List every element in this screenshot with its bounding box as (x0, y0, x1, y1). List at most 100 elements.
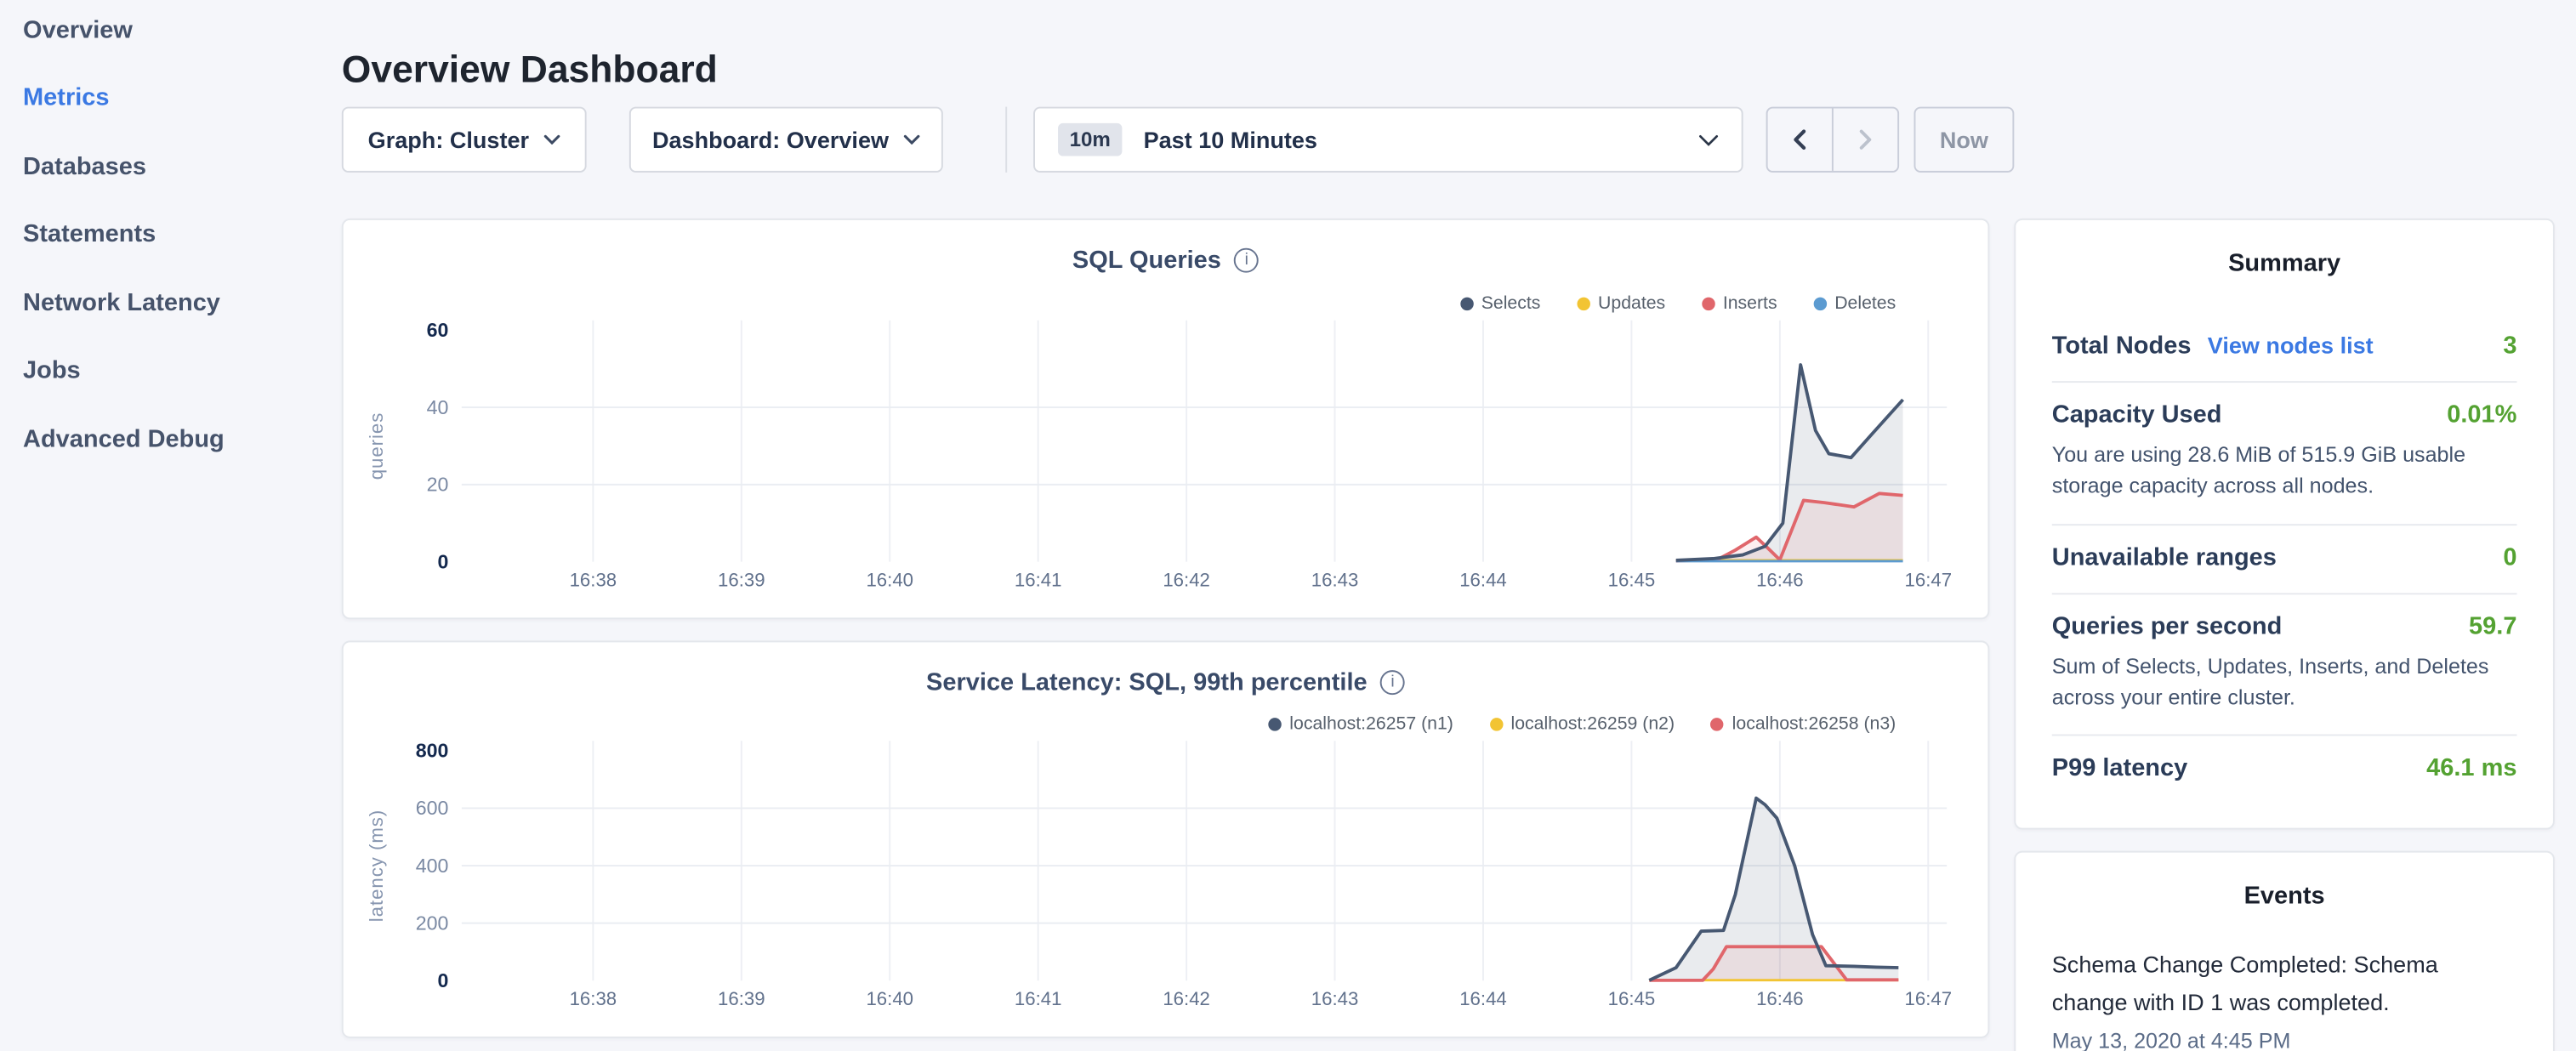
dashboard-dropdown[interactable]: Dashboard: Overview (628, 106, 943, 173)
series-area-Inserts (1675, 493, 1903, 562)
svg-text:16:40: 16:40 (866, 570, 913, 591)
chart-title: SQL Queries (1072, 246, 1221, 275)
page-title: Overview Dashboard (341, 48, 718, 92)
summary-value: 46.1 ms (2426, 754, 2517, 783)
graph-dropdown-label: Graph: Cluster (367, 126, 530, 153)
summary-label: P99 latency (2051, 754, 2188, 783)
legend-item: Deletes (1813, 294, 1896, 314)
chart-legend: localhost:26257 (n1) localhost:26259 (n2)… (1268, 714, 1896, 734)
legend-label: Selects (1481, 293, 1541, 314)
event-item: Schema Change Completed: Schema change w… (2051, 951, 2438, 1016)
svg-text:16:43: 16:43 (1311, 570, 1359, 591)
service-latency-chart-card: Service Latency: SQL, 99th percentile lo… (341, 640, 1990, 1038)
svg-text:16:46: 16:46 (1756, 570, 1804, 591)
dashboard-dropdown-label: Dashboard: Overview (651, 126, 890, 153)
summary-label: Total Nodes (2051, 332, 2192, 361)
legend-dot-icon (1813, 297, 1827, 311)
svg-text:400: 400 (416, 855, 449, 877)
legend-dot-icon (1701, 297, 1715, 311)
svg-text:16:38: 16:38 (570, 988, 617, 1009)
events-panel: Events Schema Change Completed: Schema c… (2014, 850, 2555, 1051)
sidebar-item-databases[interactable]: Databases (23, 152, 147, 181)
svg-text:16:42: 16:42 (1163, 570, 1210, 591)
view-nodes-link[interactable]: View nodes list (2207, 332, 2374, 359)
chevron-down-icon (903, 134, 920, 145)
legend-label: localhost:26257 (n1) (1289, 714, 1453, 735)
legend-item: localhost:26258 (n3) (1710, 714, 1896, 734)
svg-text:16:39: 16:39 (718, 570, 765, 591)
sidebar: Overview Metrics Databases Statements Ne… (0, 0, 328, 1051)
svg-text:16:40: 16:40 (866, 988, 913, 1009)
chevron-right-icon (1857, 128, 1872, 151)
svg-text:800: 800 (416, 740, 449, 762)
series-area-localhost:26257 (n1) (1649, 798, 1899, 981)
svg-text:16:42: 16:42 (1163, 988, 1210, 1009)
svg-text:16:46: 16:46 (1756, 988, 1804, 1009)
legend-label: Deletes (1834, 293, 1896, 314)
legend-item: Inserts (1701, 294, 1777, 314)
summary-label: Capacity Used (2051, 401, 2222, 429)
event-timestamp: May 13, 2020 at 4:45 PM (2051, 1028, 2291, 1051)
summary-row-capacity-used: Capacity Used 0.01% You are using 28.6 M… (2051, 383, 2517, 526)
svg-text:20: 20 (427, 474, 449, 496)
summary-panel: Summary Total Nodes View nodes list 3 Ca… (2014, 218, 2555, 830)
next-time-button[interactable] (1833, 108, 1897, 170)
chevron-down-icon (543, 134, 560, 145)
svg-text:16:45: 16:45 (1608, 570, 1656, 591)
now-button[interactable]: Now (1914, 106, 2015, 173)
series-line-localhost:26258 (n3) (1649, 945, 1899, 982)
svg-text:latency (ms): latency (ms) (366, 810, 387, 923)
legend-item: Selects (1459, 293, 1541, 314)
time-pager (1766, 106, 1900, 173)
svg-text:0: 0 (437, 550, 448, 572)
sidebar-item-metrics[interactable]: Metrics (23, 83, 110, 112)
info-icon[interactable] (1234, 247, 1260, 273)
svg-text:16:41: 16:41 (1015, 988, 1062, 1009)
grid: 16:38 16:39 16:40 16:41 16:42 16:43 16:44 16:45… (366, 740, 1952, 1010)
info-icon[interactable] (1380, 670, 1406, 696)
series-line-localhost:26257 (n1) (1648, 796, 1899, 982)
graph-dropdown[interactable]: Graph: Cluster (341, 106, 587, 173)
summary-title: Summary (2228, 249, 2341, 278)
chart-title: Service Latency: SQL, 99th percentile (926, 668, 1368, 697)
sidebar-item-overview[interactable]: Overview (23, 16, 133, 45)
svg-text:16:41: 16:41 (1015, 570, 1062, 591)
svg-text:16:38: 16:38 (570, 570, 617, 591)
time-window-badge: 10m (1058, 122, 1123, 156)
summary-row-total-nodes: Total Nodes View nodes list 3 (2051, 314, 2517, 383)
sql-queries-chart-card: SQL Queries Selects Updates Inserts Deletes… (341, 218, 1990, 620)
chevron-left-icon (1792, 128, 1806, 151)
sidebar-item-jobs[interactable]: Jobs (23, 356, 81, 385)
svg-text:16:39: 16:39 (718, 988, 765, 1009)
svg-text:16:47: 16:47 (1905, 988, 1953, 1009)
svg-text:queries: queries (366, 412, 387, 480)
summary-row-p99-latency: P99 latency 46.1 ms (2052, 736, 2517, 804)
svg-text:16:43: 16:43 (1311, 988, 1359, 1009)
summary-label: Unavailable ranges (2051, 543, 2277, 571)
service-latency-plot: 16:38 16:39 16:40 16:41 16:42 16:43 16:44 16:45… (366, 740, 1952, 1010)
svg-text:16:45: 16:45 (1608, 988, 1656, 1009)
summary-description: Sum of Selects, Updates, Inserts, and De… (2051, 653, 2489, 709)
summary-value: 0 (2503, 543, 2517, 571)
summary-row-queries-per-second: Queries per second 59.7 Sum of Selects, … (2051, 594, 2517, 737)
series-line-Inserts (1675, 491, 1903, 563)
legend-dot-icon (1576, 297, 1590, 311)
summary-row-unavailable-ranges: Unavailable ranges 0 (2051, 526, 2517, 594)
svg-text:16:44: 16:44 (1459, 570, 1507, 591)
svg-text:600: 600 (416, 797, 449, 819)
prev-time-button[interactable] (1768, 108, 1833, 171)
sidebar-item-statements[interactable]: Statements (23, 219, 156, 248)
svg-text:0: 0 (437, 969, 448, 991)
legend-dot-icon (1710, 718, 1725, 731)
legend-dot-icon (1489, 718, 1503, 731)
sidebar-item-advanced-debug[interactable]: Advanced Debug (23, 425, 225, 454)
summary-value: 3 (2503, 332, 2517, 361)
time-window-dropdown[interactable]: 10m Past 10 Minutes (1033, 106, 1743, 173)
summary-value: 59.7 (2469, 611, 2517, 640)
legend-label: Updates (1598, 293, 1666, 314)
sidebar-item-network-latency[interactable]: Network Latency (23, 288, 220, 317)
events-title: Events (2243, 882, 2325, 911)
chart-legend: Selects Updates Inserts Deletes (1459, 293, 1896, 314)
controls-divider (1005, 106, 1008, 173)
